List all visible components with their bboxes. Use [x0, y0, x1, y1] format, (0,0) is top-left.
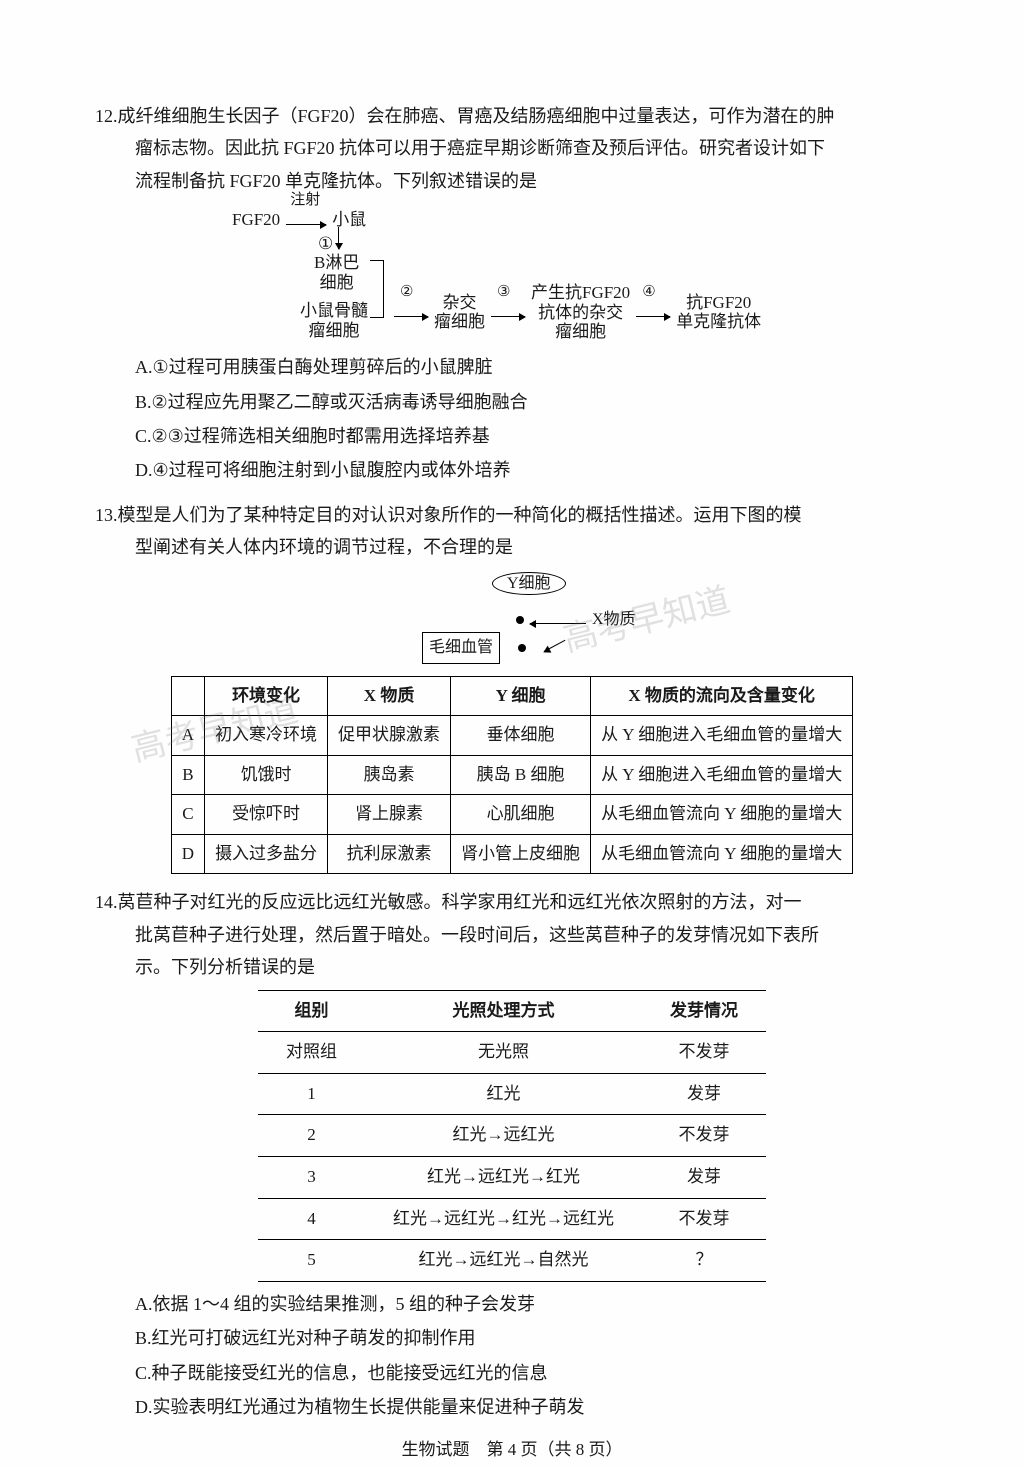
q13-th-1: 环境变化 [205, 676, 328, 716]
node-blymph: B淋巴细胞 [314, 253, 359, 292]
q13-stem: 13.模型是人们为了某种特定目的对认识对象所作的一种简化的概括性描述。运用下图的… [95, 499, 929, 531]
q13-line1: 模型是人们为了某种特定目的对认识对象所作的一种简化的概括性描述。运用下图的模 [118, 505, 802, 525]
label-step3: ③ [497, 279, 510, 306]
table-row: 1红光发芽 [258, 1073, 766, 1115]
label-capillary: 毛细血管 [422, 632, 500, 665]
q12-line2: 瘤标志物。因此抗 FGF20 抗体可以用于癌症早期诊断筛查及预后评估。研究者设计… [95, 132, 929, 164]
q12-stem: 12.成纤维细胞生长因子（FGF20）会在肺癌、胃癌及结肠癌细胞中过量表达，可作… [95, 100, 929, 132]
q14-line3: 示。下列分析错误的是 [95, 951, 929, 983]
q13-line2: 型阐述有关人体内环境的调节过程，不合理的是 [95, 531, 929, 563]
arrow-h4 [636, 316, 670, 317]
q12-opt-a: A.①过程可用胰蛋白酶处理剪碎后的小鼠脾脏 [135, 351, 929, 383]
q14-line2: 批莴苣种子进行处理，然后置于暗处。一段时间后，这些莴苣种子的发芽情况如下表所 [95, 919, 929, 951]
table-row: D 摄入过多盐分 抗利尿激素 肾小管上皮细胞 从毛细血管流向 Y 细胞的量增大 [171, 834, 852, 874]
table-row: B 饥饿时 胰岛素 胰岛 B 细胞 从 Y 细胞进入毛细血管的量增大 [171, 755, 852, 795]
page-footer: 生物试题 第 4 页（共 8 页） [95, 1435, 929, 1466]
q13-num: 13. [95, 505, 118, 525]
table-row: 对照组无光照不发芽 [258, 1032, 766, 1074]
q12-opt-c: C.②③过程筛选相关细胞时都需用选择培养基 [135, 420, 929, 452]
table-row: 2红光→远红光不发芽 [258, 1115, 766, 1157]
arrow-h1 [286, 224, 326, 225]
q12-options: A.①过程可用胰蛋白酶处理剪碎后的小鼠脾脏 B.②过程应先用聚乙二醇或灭活病毒诱… [95, 351, 929, 487]
arrow-h3 [491, 316, 525, 317]
q13-th-2: X 物质 [328, 676, 451, 716]
q14-options: A.依据 1～4 组的实验结果推测，5 组的种子会发芽 B.红光可打破远红光对种… [95, 1288, 929, 1424]
q12-line3: 流程制备抗 FGF20 单克隆抗体。下列叙述错误的是 [95, 165, 929, 197]
arrow-v1 [338, 227, 339, 249]
q14-opt-c: C.种子既能接受红光的信息，也能接受远红光的信息 [135, 1357, 929, 1389]
q14-opt-d: D.实验表明红光通过为植物生长提供能量来促进种子萌发 [135, 1391, 929, 1423]
node-marrow: 小鼠骨髓瘤细胞 [300, 301, 368, 340]
dot2-icon [518, 644, 526, 652]
node-mono: 抗FGF20单克隆抗体 [676, 293, 761, 332]
q12-opt-b: B.②过程应先用聚乙二醇或灭活病毒诱导细胞融合 [135, 386, 929, 418]
q14-opt-a: A.依据 1～4 组的实验结果推测，5 组的种子会发芽 [135, 1288, 929, 1320]
node-ycell: Y细胞 [492, 572, 566, 595]
q14-opt-b: B.红光可打破远红光对种子萌发的抑制作用 [135, 1322, 929, 1354]
table-row: A 初入寒冷环境 促甲状腺激素 垂体细胞 从 Y 细胞进入毛细血管的量增大 [171, 716, 852, 756]
table-row: 5红光→远红光→自然光？ [258, 1240, 766, 1282]
q13-table: 环境变化 X 物质 Y 细胞 X 物质的流向及含量变化 A 初入寒冷环境 促甲状… [171, 676, 853, 875]
question-13: 13.模型是人们为了某种特定目的对认识对象所作的一种简化的概括性描述。运用下图的… [95, 499, 929, 875]
arrow-h2 [394, 316, 428, 317]
dot-icon [516, 616, 524, 624]
label-step4: ④ [642, 279, 655, 306]
table-row: C 受惊吓时 肾上腺素 心肌细胞 从毛细血管流向 Y 细胞的量增大 [171, 795, 852, 835]
table-row: 3红光→远红光→红光发芽 [258, 1157, 766, 1199]
q12-num: 12. [95, 106, 118, 126]
table-row: 4红光→远红光→红光→远红光不发芽 [258, 1198, 766, 1240]
node-anti: 产生抗FGF20抗体的杂交瘤细胞 [531, 283, 630, 342]
q14-line1: 莴苣种子对红光的反应远比远红光敏感。科学家用红光和远红光依次照射的方法，对一 [118, 892, 802, 912]
label-step2: ② [400, 279, 413, 306]
q13-th-4: X 物质的流向及含量变化 [591, 676, 853, 716]
q12-line1: 成纤维细胞生长因子（FGF20）会在肺癌、胃癌及结肠癌细胞中过量表达，可作为潜在… [118, 106, 835, 126]
q14-num: 14. [95, 892, 118, 912]
question-12: 12.成纤维细胞生长因子（FGF20）会在肺癌、胃癌及结肠癌细胞中过量表达，可作… [95, 100, 929, 487]
q12-opt-d: D.④过程可将细胞注射到小鼠腹腔内或体外培养 [135, 454, 929, 486]
q14-table: 组别 光照处理方式 发芽情况 对照组无光照不发芽 1红光发芽 2红光→远红光不发… [258, 990, 766, 1282]
node-hybrid: 杂交瘤细胞 [434, 293, 485, 332]
q13-diagram: Y细胞 X物质 毛细血管 高考早知道 [302, 570, 722, 670]
node-xsub: X物质 [592, 606, 636, 635]
label-inject: 注射 [290, 187, 320, 214]
bracket-icon [370, 260, 384, 318]
q13-th-3: Y 细胞 [451, 676, 591, 716]
q14-stem: 14.莴苣种子对红光的反应远比远红光敏感。科学家用红光和远红光依次照射的方法，对… [95, 886, 929, 918]
q12-diagram: FGF20 注射 小鼠 ① B淋巴细胞 小鼠骨髓瘤细胞 ② [232, 205, 792, 345]
question-14: 14.莴苣种子对红光的反应远比远红光敏感。科学家用红光和远红光依次照射的方法，对… [95, 886, 929, 1423]
node-fgf20: FGF20 [232, 210, 280, 230]
q13-th-0 [171, 676, 204, 716]
